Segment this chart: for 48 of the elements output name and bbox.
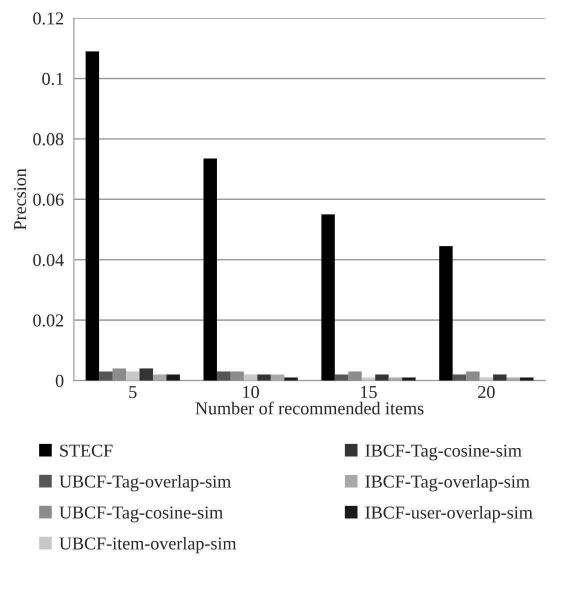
- y-axis-title: Precsion: [14, 168, 26, 230]
- bar: [152, 374, 166, 381]
- legend-label: IBCF-Tag-cosine-sim: [365, 444, 522, 460]
- bar: [284, 378, 298, 381]
- bar: [520, 378, 534, 381]
- bar: [439, 246, 453, 381]
- bar: [257, 374, 271, 381]
- bar: [375, 374, 389, 381]
- legend-label: IBCF-user-overlap-sim: [365, 506, 533, 522]
- x-tick-label: 20: [478, 386, 495, 398]
- bar: [230, 371, 244, 381]
- bar: [203, 158, 217, 381]
- bar: [99, 371, 113, 381]
- legend-label: STECF: [60, 444, 113, 457]
- y-tick-label: 0.1: [42, 72, 64, 86]
- x-axis-title: Number of recommended items: [196, 402, 424, 414]
- bar: [493, 374, 507, 381]
- bar: [244, 374, 258, 381]
- bar: [334, 374, 348, 381]
- x-tick-label: 10: [243, 386, 259, 398]
- bar: [466, 371, 480, 381]
- y-tick-label: 0.02: [33, 314, 64, 327]
- bar: [348, 371, 362, 381]
- legend-label: UBCF-Tag-cosine-sim: [59, 506, 223, 522]
- bar: [86, 51, 100, 381]
- bar: [480, 378, 494, 381]
- bar: [506, 378, 520, 381]
- y-tick-label: 0: [56, 374, 64, 387]
- legend-label: IBCF-Tag-overlap-sim: [365, 474, 530, 492]
- bar: [140, 368, 153, 381]
- bar: [216, 371, 230, 381]
- y-tick-label: 0.12: [33, 12, 64, 25]
- bar: [388, 378, 402, 381]
- bar: [270, 374, 284, 381]
- bar: [321, 214, 335, 381]
- bar: [452, 374, 466, 381]
- bar: [362, 378, 376, 381]
- bar: [112, 368, 126, 381]
- x-tick-label: 5: [129, 386, 137, 398]
- bar: [402, 378, 416, 381]
- legend-label: UBCF-item-overlap-sim: [59, 536, 236, 554]
- y-tick-label: 0.06: [33, 194, 64, 206]
- y-tick-label: 0.08: [33, 133, 64, 146]
- bar: [166, 374, 180, 381]
- y-tick-label: 0.04: [33, 254, 64, 266]
- legend-label: UBCF-Tag-overlap-sim: [59, 474, 231, 492]
- bar: [126, 371, 140, 381]
- x-tick-label: 15: [361, 386, 377, 398]
